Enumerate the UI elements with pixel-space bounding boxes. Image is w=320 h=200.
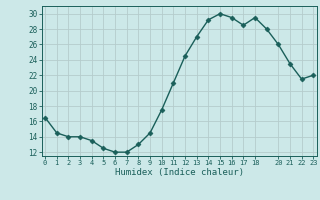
X-axis label: Humidex (Indice chaleur): Humidex (Indice chaleur) [115, 168, 244, 177]
